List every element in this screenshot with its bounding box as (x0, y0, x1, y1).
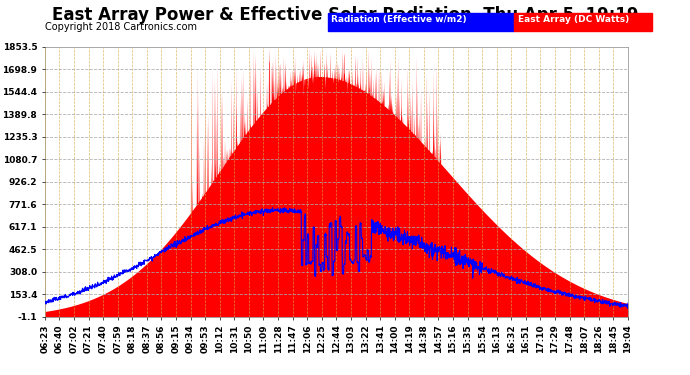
Text: East Array (DC Watts): East Array (DC Watts) (518, 15, 629, 24)
Text: Copyright 2018 Cartronics.com: Copyright 2018 Cartronics.com (45, 22, 197, 32)
Text: Radiation (Effective w/m2): Radiation (Effective w/m2) (331, 15, 467, 24)
Text: East Array Power & Effective Solar Radiation  Thu Apr 5  19:19: East Array Power & Effective Solar Radia… (52, 6, 638, 24)
